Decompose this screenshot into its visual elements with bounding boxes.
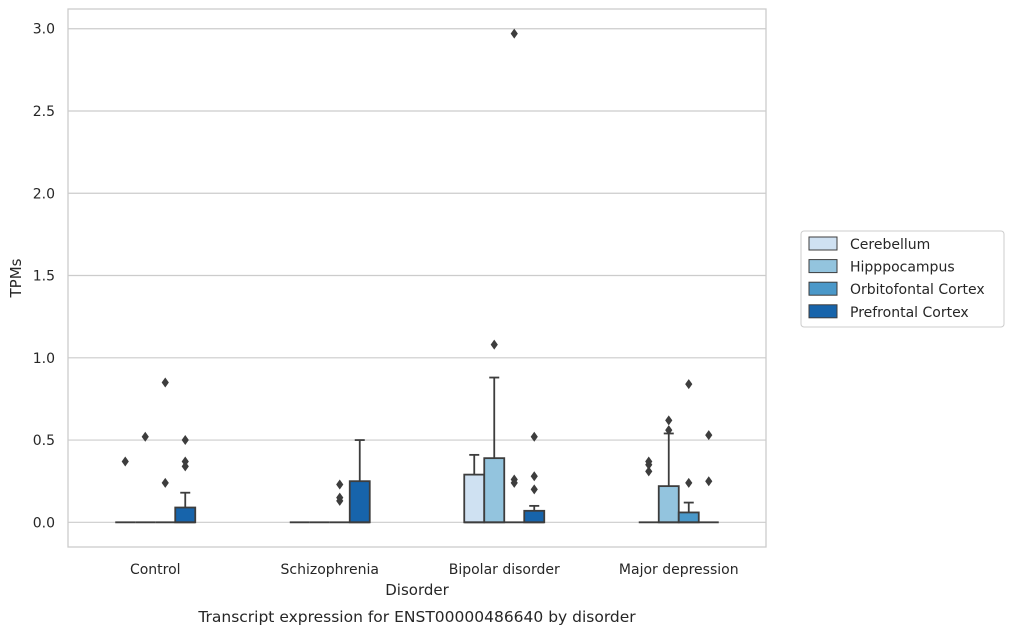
x-tick-label: Major depression	[619, 562, 739, 578]
legend-frame	[800, 230, 1005, 328]
legend-label: Hipppocampus	[850, 260, 955, 276]
legend-swatch	[808, 259, 838, 274]
y-tick-label: 3.0	[33, 22, 55, 38]
y-tick-label: 0.5	[33, 433, 55, 449]
y-tick-label: 1.0	[33, 351, 55, 367]
box-group	[155, 377, 176, 524]
outlier-point	[121, 456, 129, 467]
legend-swatch	[808, 281, 838, 296]
box-group	[657, 415, 680, 524]
outlier-point	[645, 466, 653, 477]
outlier-point	[161, 477, 169, 488]
box-group	[463, 453, 486, 524]
box-group	[329, 479, 350, 524]
box-rect	[483, 457, 506, 524]
y-tick-label: 1.5	[33, 269, 55, 285]
box-rect	[523, 509, 546, 524]
outlier-point	[181, 456, 189, 467]
outlier-point	[705, 430, 713, 441]
outlier-point	[645, 456, 653, 467]
box-group	[638, 456, 659, 524]
outlier-point	[665, 425, 673, 436]
legend-label: Cerebellum	[850, 237, 930, 253]
legend-swatch	[808, 304, 838, 319]
legend-label: Prefrontal Cortex	[850, 305, 969, 321]
y-tick-label: 2.0	[33, 186, 55, 202]
box-group	[677, 379, 700, 524]
y-tick-label: 2.5	[33, 104, 55, 120]
outlier-point	[530, 484, 538, 495]
y-axis-label: TPMs	[7, 258, 25, 298]
chart-caption: Transcript expression for ENST0000048664…	[197, 608, 636, 626]
box-group	[348, 439, 371, 524]
box-group	[698, 430, 719, 524]
box-rect	[677, 511, 700, 524]
box-group	[115, 456, 136, 524]
outlier-point	[490, 339, 498, 350]
outlier-point	[181, 435, 189, 446]
box-rect	[463, 473, 486, 524]
legend-swatch	[808, 236, 838, 251]
x-tick-labels: Control Schizophrenia Bipolar disorder Majo…	[130, 562, 739, 578]
y-tick-labels: 0.0 0.5 1.0 1.5 2.0 2.5 3.0	[33, 22, 55, 532]
box-rect	[174, 506, 197, 524]
outlier-point	[161, 377, 169, 388]
box-rect	[348, 480, 371, 524]
box-group	[483, 339, 506, 524]
outlier-point	[685, 477, 693, 488]
y-tick-label: 0.0	[33, 515, 55, 531]
x-tick-label: Control	[130, 562, 181, 578]
outlier-point	[665, 415, 673, 426]
outlier-point	[510, 474, 518, 485]
box-group	[135, 431, 156, 524]
outlier-point	[336, 492, 344, 503]
outlier-point	[510, 28, 518, 39]
legend-label: Orbitofontal Cortex	[850, 282, 985, 298]
grid-lines	[68, 28, 766, 523]
x-tick-label: Schizophrenia	[281, 562, 379, 578]
box-group	[523, 431, 546, 524]
outlier-point	[336, 479, 344, 490]
box-rect	[657, 485, 680, 524]
box-elements	[115, 28, 719, 524]
plot-frame	[67, 8, 767, 548]
x-axis-label: Disorder	[385, 581, 449, 599]
outlier-point	[685, 379, 693, 390]
legend: Cerebellum Hipppocampus Orbitofontal Corte…	[800, 230, 1005, 328]
outlier-point	[530, 431, 538, 442]
x-tick-label: Bipolar disorder	[449, 562, 560, 578]
outlier-point	[530, 471, 538, 482]
outlier-point	[705, 476, 713, 487]
box-group	[504, 28, 525, 524]
outlier-point	[141, 431, 149, 442]
box-group	[174, 435, 197, 524]
